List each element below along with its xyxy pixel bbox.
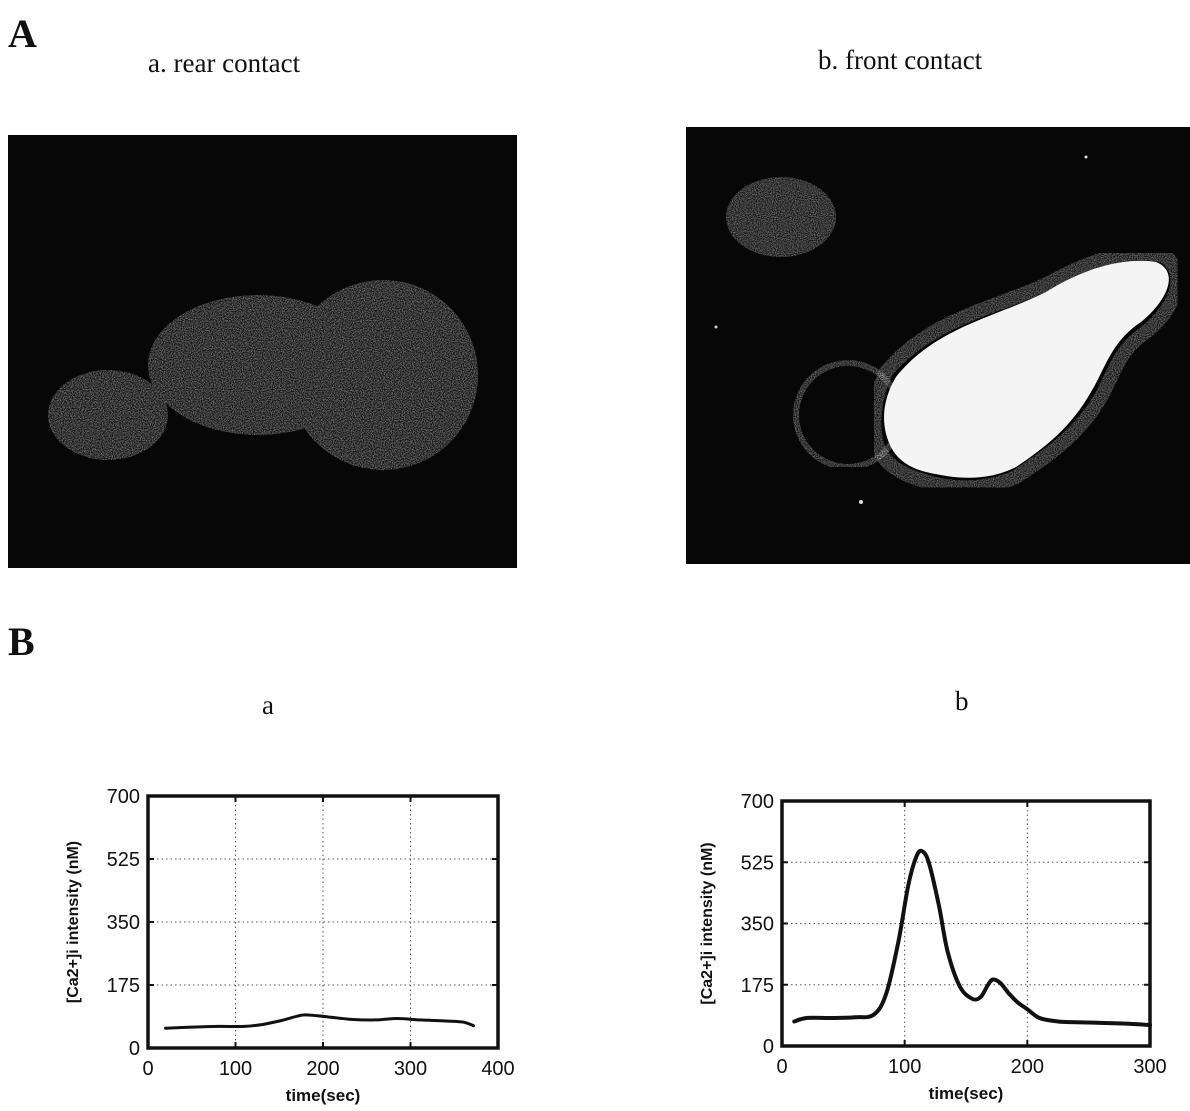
- y-tick-label: 525: [107, 849, 140, 871]
- y-tick-label: 0: [763, 1036, 774, 1058]
- x-tick-label: 300: [394, 1058, 427, 1080]
- y-tick-label: 175: [741, 975, 774, 997]
- x-axis-label: time(sec): [286, 1086, 361, 1105]
- panel-label-a: A: [8, 11, 37, 56]
- x-tick-label: 300: [1133, 1056, 1166, 1078]
- x-tick-label: 0: [776, 1056, 787, 1078]
- panel-label-b: B: [8, 619, 35, 664]
- x-tick-label: 400: [481, 1058, 514, 1080]
- series-line: [792, 848, 1152, 1027]
- x-tick-label: 200: [306, 1058, 339, 1080]
- chart-b-svg: 0 100 200 300 0 175 350 525 700 time(sec) [Ca2+]i …: [699, 791, 1167, 1103]
- micrograph-front-contact: [686, 127, 1190, 564]
- y-tick-label: 350: [741, 914, 774, 936]
- y-axis-label: [Ca2+]i intensity (nM): [65, 841, 82, 1003]
- y-tick-label: 0: [129, 1038, 140, 1060]
- micrograph-rear-contact: [8, 135, 517, 568]
- x-tick-label: 100: [219, 1058, 252, 1080]
- chart-caption-a: a: [262, 690, 274, 720]
- y-tick-label: 700: [741, 791, 774, 813]
- micrograph-caption-rear: a. rear contact: [148, 48, 301, 78]
- y-tick-label: 350: [107, 912, 140, 934]
- line-chart-front-contact: 0 100 200 300 0 175 350 525 700 time(sec) [Ca2+]i …: [640, 770, 1190, 1111]
- series-line: [164, 1013, 475, 1030]
- chart-caption-b: b: [955, 686, 969, 716]
- y-tick-label: 700: [107, 786, 140, 808]
- x-tick-label: 0: [142, 1058, 153, 1080]
- x-tick-label: 200: [1011, 1056, 1044, 1078]
- y-tick-label: 525: [741, 852, 774, 874]
- micrograph-caption-front: b. front contact: [818, 45, 983, 75]
- y-axis-label: [Ca2+]i intensity (nM): [699, 842, 716, 1004]
- x-axis-label: time(sec): [929, 1084, 1004, 1103]
- x-tick-label: 100: [888, 1056, 921, 1078]
- y-tick-label: 175: [107, 975, 140, 997]
- line-chart-rear-contact: 0 100 200 300 400 0 175 350 525 700 time(sec) [Ca2+…: [0, 770, 560, 1111]
- chart-a-svg: 0 100 200 300 400 0 175 350 525 700 time(sec) [Ca2+…: [65, 786, 515, 1105]
